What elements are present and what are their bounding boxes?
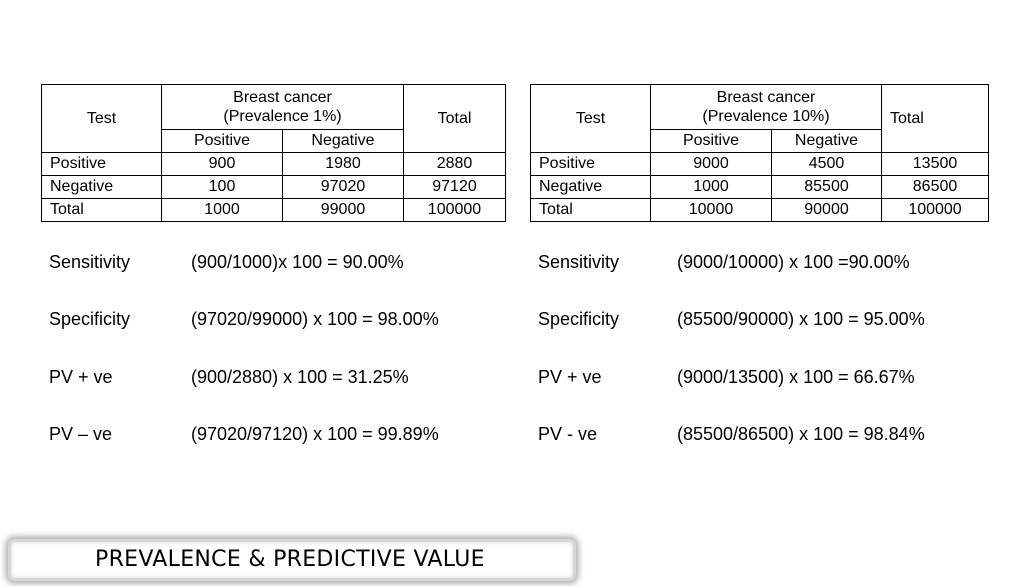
row-label: Total	[41, 198, 162, 222]
metric-name: Specificity	[538, 309, 620, 329]
metric-formula: (900/1000)x 100 = 90.00%	[191, 252, 404, 272]
prevalence-label: (Prevalence 10%)	[702, 108, 830, 125]
cell-positive: 9000	[650, 152, 772, 176]
total-header: Total	[881, 84, 990, 153]
table-row: Total 10000 90000 100000	[530, 198, 990, 222]
cell-total: 100000	[403, 198, 506, 222]
calculations-prevalence-10: Sensitivity (9000/10000) x 100 =90.00% S…	[538, 252, 998, 452]
cell-positive: 1000	[650, 175, 772, 199]
subheader-negative: Negative	[282, 129, 404, 153]
cell-negative: 90000	[770, 198, 883, 222]
contingency-table-prevalence-1: Test Breast cancer (Prevalence 1%) Total…	[41, 84, 506, 222]
cell-total: 86500	[881, 175, 990, 199]
cell-positive: 10000	[650, 198, 772, 222]
cell-positive: 900	[161, 152, 283, 176]
cell-negative: 85500	[770, 175, 883, 199]
table-row: Total 1000 99000 100000	[41, 198, 506, 222]
calc-row-sensitivity: Sensitivity (900/1000)x 100 = 90.00%	[49, 252, 509, 276]
row-label: Negative	[41, 175, 162, 199]
calc-row-npv: PV - ve (85500/86500) x 100 = 98.84%	[538, 424, 998, 448]
metric-name: Sensitivity	[538, 252, 620, 272]
test-header: Test	[530, 84, 651, 153]
metric-name: Specificity	[49, 309, 131, 329]
cell-negative: 97020	[282, 175, 404, 199]
slide-title: PREVALENCE & PREDICTIVE VALUE	[95, 547, 485, 572]
cell-negative: 99000	[282, 198, 404, 222]
test-header: Test	[41, 84, 162, 153]
subheader-positive: Positive	[161, 129, 283, 153]
metric-name: Sensitivity	[49, 252, 131, 272]
metric-formula: (97020/99000) x 100 = 98.00%	[191, 309, 439, 329]
metric-name: PV + ve	[49, 367, 113, 387]
calculations-prevalence-1: Sensitivity (900/1000)x 100 = 90.00% Spe…	[49, 252, 509, 452]
row-label: Positive	[41, 152, 162, 176]
row-label: Positive	[530, 152, 651, 176]
metric-name: PV – ve	[49, 424, 113, 444]
table-row: Negative 1000 85500 86500	[530, 175, 990, 199]
cell-total: 2880	[403, 152, 506, 176]
cell-negative: 4500	[770, 152, 883, 176]
contingency-table-prevalence-10: Test Breast cancer (Prevalence 10%) Tota…	[530, 84, 990, 222]
slide-title-bar: PREVALENCE & PREDICTIVE VALUE	[8, 539, 576, 581]
total-header: Total	[403, 84, 506, 153]
cell-total: 97120	[403, 175, 506, 199]
disease-name: Breast cancer	[233, 88, 332, 106]
disease-header: Breast cancer (Prevalence 10%)	[649, 84, 883, 130]
cell-positive: 100	[161, 175, 283, 199]
cell-total: 100000	[881, 198, 990, 222]
disease-name: Breast cancer	[716, 88, 816, 106]
metric-formula: (85500/86500) x 100 = 98.84%	[677, 424, 925, 444]
cell-negative: 1980	[282, 152, 404, 176]
metric-name: PV + ve	[538, 367, 602, 387]
calc-row-ppv: PV + ve (9000/13500) x 100 = 66.67%	[538, 367, 998, 391]
cell-positive: 1000	[161, 198, 283, 222]
metric-formula: (9000/13500) x 100 = 66.67%	[677, 367, 915, 387]
calc-row-ppv: PV + ve (900/2880) x 100 = 31.25%	[49, 367, 509, 391]
metric-formula: (900/2880) x 100 = 31.25%	[191, 367, 409, 387]
row-label: Total	[530, 198, 651, 222]
row-label: Negative	[530, 175, 651, 199]
prevalence-label: (Prevalence 1%)	[223, 108, 342, 125]
metric-formula: (9000/10000) x 100 =90.00%	[677, 252, 910, 272]
calc-row-npv: PV – ve (97020/97120) x 100 = 99.89%	[49, 424, 509, 448]
table-row: Negative 100 97020 97120	[41, 175, 506, 199]
table-row: Positive 900 1980 2880	[41, 152, 506, 176]
cell-total: 13500	[881, 152, 990, 176]
metric-name: PV - ve	[538, 424, 598, 444]
calc-row-specificity: Specificity (97020/99000) x 100 = 98.00%	[49, 309, 509, 333]
metric-formula: (97020/97120) x 100 = 99.89%	[191, 424, 439, 444]
calc-row-sensitivity: Sensitivity (9000/10000) x 100 =90.00%	[538, 252, 998, 276]
disease-header: Breast cancer (Prevalence 1%)	[161, 84, 404, 130]
subheader-positive: Positive	[650, 129, 772, 153]
table-row: Positive 9000 4500 13500	[530, 152, 990, 176]
subheader-negative: Negative	[770, 129, 883, 153]
calc-row-specificity: Specificity (85500/90000) x 100 = 95.00%	[538, 309, 998, 333]
metric-formula: (85500/90000) x 100 = 95.00%	[677, 309, 925, 329]
